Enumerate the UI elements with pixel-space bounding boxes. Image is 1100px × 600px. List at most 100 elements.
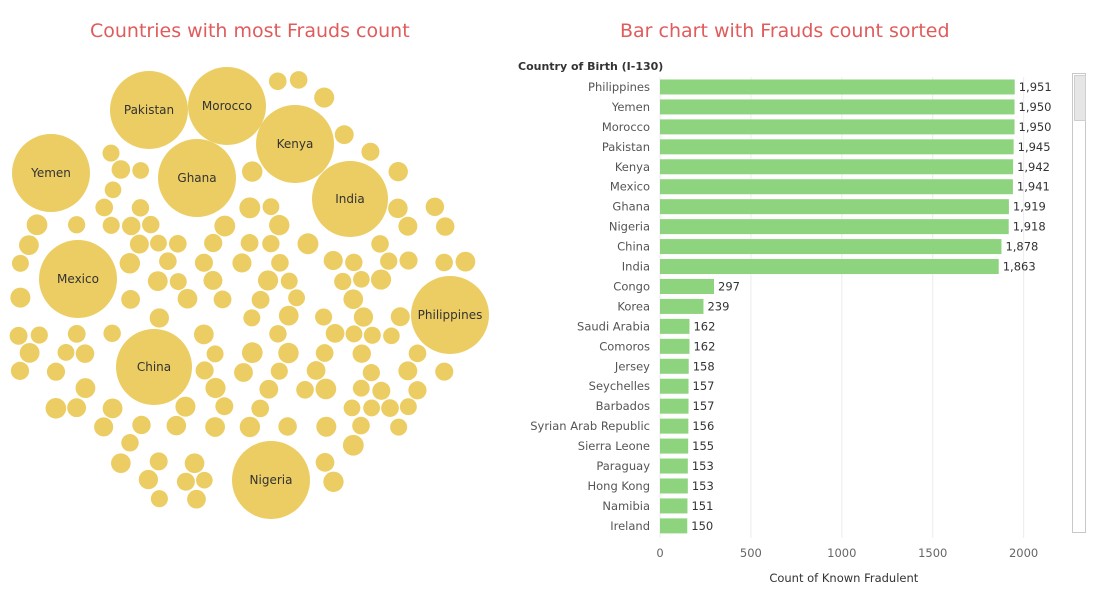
bubble <box>352 379 370 397</box>
bubble-yemen <box>12 134 90 212</box>
bar[interactable] <box>660 278 714 294</box>
value-label: 155 <box>692 439 714 453</box>
bar[interactable] <box>660 239 1002 255</box>
bubble <box>297 233 319 255</box>
bubble <box>343 289 364 310</box>
x-tick-label: 500 <box>740 546 762 560</box>
bar[interactable] <box>660 259 999 275</box>
bubble <box>289 71 308 89</box>
bar[interactable] <box>660 338 690 354</box>
bubble <box>343 399 361 417</box>
bar[interactable] <box>660 418 689 434</box>
category-label: Ghana <box>612 200 650 214</box>
bar[interactable] <box>660 179 1013 195</box>
bar[interactable] <box>660 199 1009 215</box>
bubble <box>262 234 280 253</box>
bubble <box>408 344 427 363</box>
value-label: 1,950 <box>1019 100 1052 114</box>
bubble <box>102 398 123 419</box>
bubble <box>257 270 279 291</box>
bar[interactable] <box>660 498 688 514</box>
bar[interactable] <box>660 219 1009 235</box>
bubble <box>278 342 299 364</box>
bubble <box>323 250 343 271</box>
bubble <box>168 234 187 253</box>
bubble-mexico <box>39 240 117 318</box>
bubble <box>213 290 232 309</box>
bubble <box>242 161 263 182</box>
bar[interactable] <box>660 458 688 474</box>
bubble <box>296 380 314 399</box>
bar-chart-title: Bar chart with Frauds count sorted <box>620 20 950 42</box>
bar[interactable] <box>660 139 1014 155</box>
bubble <box>232 253 252 273</box>
bubble <box>408 381 427 400</box>
bar[interactable] <box>660 298 704 314</box>
category-label: Paraguay <box>596 459 650 473</box>
bubble <box>381 399 399 417</box>
bubble <box>315 308 333 326</box>
bar[interactable] <box>660 438 689 454</box>
bubble <box>19 342 40 363</box>
category-label: Jersey <box>614 359 650 373</box>
bubble <box>45 397 67 419</box>
bar-chart-scrollbar[interactable] <box>1072 73 1086 533</box>
bubble <box>353 307 374 327</box>
bubble <box>30 326 48 344</box>
x-axis-label: Count of Known Fradulent <box>769 571 918 585</box>
bubble <box>363 399 381 417</box>
bar[interactable] <box>660 79 1015 95</box>
category-label: Philippines <box>588 80 650 94</box>
bubble <box>205 417 225 437</box>
bubble-nigeria <box>232 441 310 519</box>
bubble <box>280 272 298 290</box>
category-label: Yemen <box>611 100 650 114</box>
bar[interactable] <box>660 318 690 334</box>
bubble <box>195 361 214 380</box>
bubble-label: Yemen <box>30 166 71 180</box>
bubble <box>104 181 122 199</box>
bubble <box>240 234 259 252</box>
bar[interactable] <box>660 358 689 374</box>
bar[interactable] <box>660 398 689 414</box>
bubble <box>288 289 306 307</box>
bubble-label: Ghana <box>177 171 216 185</box>
bar[interactable] <box>660 518 688 534</box>
category-label: Kenya <box>615 160 650 174</box>
bubble <box>239 197 261 219</box>
bubble <box>121 289 141 309</box>
bubble <box>361 142 380 161</box>
bubble <box>388 198 408 219</box>
value-label: 162 <box>693 339 715 353</box>
bubble <box>352 416 370 435</box>
bubble <box>75 378 96 398</box>
category-header: Country of Birth (I-130) <box>518 60 663 73</box>
bar[interactable] <box>660 378 689 394</box>
bubble <box>95 198 114 217</box>
x-tick-label: 2000 <box>1009 546 1038 560</box>
bubble <box>399 398 417 416</box>
bubble <box>334 272 352 291</box>
bubble <box>435 362 454 381</box>
scrollbar-thumb[interactable] <box>1074 75 1086 121</box>
bubble <box>102 144 120 162</box>
bar[interactable] <box>660 478 688 494</box>
bubble <box>214 215 236 237</box>
value-label: 157 <box>693 379 715 393</box>
bubble <box>159 252 177 270</box>
bubble <box>204 233 223 253</box>
bubble-label: Philippines <box>418 308 483 322</box>
bubble <box>239 416 261 438</box>
bubble <box>111 160 131 179</box>
bubble <box>169 273 187 291</box>
x-tick-label: 0 <box>656 546 663 560</box>
category-label: Congo <box>613 279 650 293</box>
bubble <box>325 324 345 343</box>
bar[interactable] <box>660 159 1014 175</box>
bubble-india <box>312 161 388 237</box>
bar[interactable] <box>660 119 1015 135</box>
bubble <box>9 326 28 345</box>
bar[interactable] <box>660 99 1015 115</box>
bubble <box>234 363 253 382</box>
value-label: 1,918 <box>1013 220 1046 234</box>
